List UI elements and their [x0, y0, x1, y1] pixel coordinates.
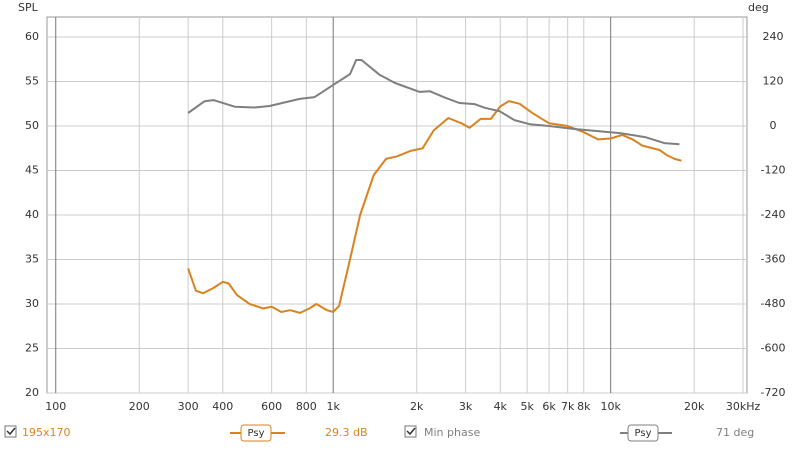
series-line: [187, 59, 680, 146]
y-axis-title: SPL: [18, 1, 39, 14]
y2-axis-title: deg: [748, 1, 769, 14]
spl-readout: 29.3 dB: [325, 426, 368, 439]
x-tick-label: 3k: [459, 400, 473, 413]
x-tick-label: 10k: [600, 400, 621, 413]
series-line: [187, 100, 682, 314]
x-tick-label: 600: [261, 400, 282, 413]
x-tick-label: 7k: [561, 400, 575, 413]
smoothing-label: Psy: [635, 428, 652, 439]
min-phase-label: Min phase: [424, 426, 480, 439]
x-tick-label: 2k: [410, 400, 424, 413]
x-tick-label: 200: [129, 400, 150, 413]
smoothing-button[interactable]: [240, 424, 272, 442]
y-tick-label: 50: [25, 119, 39, 132]
y-tick-label: 40: [25, 208, 39, 221]
plot-area: [46, 16, 748, 394]
x-tick-label: 300: [178, 400, 199, 413]
x-tick-label: 1k: [327, 400, 341, 413]
y2-tick-label: 240: [763, 30, 784, 43]
y2-tick-label: -720: [761, 386, 786, 399]
x-tick-label: 20k: [684, 400, 705, 413]
checkmark: [406, 427, 416, 436]
x-tick-label: 800: [296, 400, 317, 413]
y-tick-label: 45: [25, 164, 39, 177]
y-tick-label: 25: [25, 342, 39, 355]
y2-tick-label: -360: [761, 253, 786, 266]
y-tick-label: 20: [25, 386, 39, 399]
y-tick-label: 60: [25, 30, 39, 43]
x-tick-label: 30kHz: [726, 400, 761, 413]
checkbox[interactable]: [404, 425, 417, 438]
x-tick-label: 5k: [520, 400, 534, 413]
y2-tick-label: 0: [770, 119, 777, 132]
checkbox[interactable]: [4, 425, 17, 438]
x-tick-label: 8k: [577, 400, 591, 413]
y2-tick-label: -240: [761, 208, 786, 221]
x-tick-label: 400: [212, 400, 233, 413]
y2-tick-label: -120: [761, 164, 786, 177]
smoothing-label: Psy: [248, 428, 265, 439]
checkmark: [6, 427, 16, 436]
size-label: 195x170: [22, 426, 71, 439]
phase-readout: 71 deg: [716, 426, 754, 439]
x-tick-label: 4k: [494, 400, 508, 413]
x-tick-label: 100: [45, 400, 66, 413]
y2-tick-label: -480: [761, 297, 786, 310]
x-tick-label: 6k: [542, 400, 556, 413]
y-tick-label: 35: [25, 253, 39, 266]
smoothing-button[interactable]: [627, 424, 659, 442]
y-tick-label: 30: [25, 297, 39, 310]
y2-tick-label: -600: [761, 342, 786, 355]
y2-tick-label: 120: [763, 75, 784, 88]
y-tick-label: 55: [25, 75, 39, 88]
